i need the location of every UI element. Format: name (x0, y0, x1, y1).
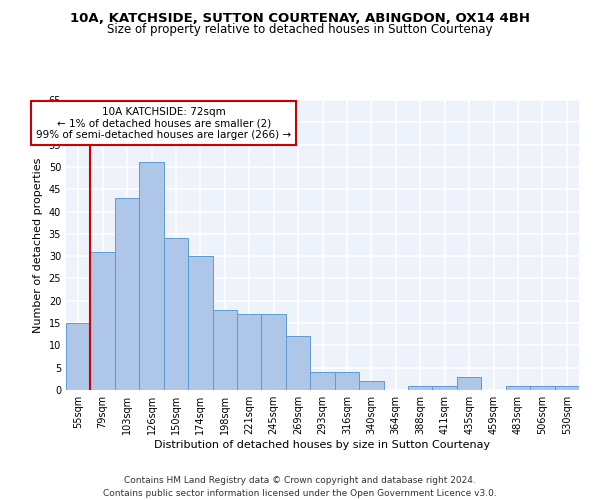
Text: Size of property relative to detached houses in Sutton Courtenay: Size of property relative to detached ho… (107, 22, 493, 36)
Bar (530, 386, 554, 390)
Bar (139, 162, 164, 390)
X-axis label: Distribution of detached houses by size in Sutton Courtenay: Distribution of detached houses by size … (154, 440, 491, 450)
Bar (433, 386, 457, 390)
Bar (262, 314, 286, 390)
Text: 10A, KATCHSIDE, SUTTON COURTENAY, ABINGDON, OX14 4BH: 10A, KATCHSIDE, SUTTON COURTENAY, ABINGD… (70, 12, 530, 26)
Bar (237, 314, 262, 390)
Bar (164, 238, 188, 390)
Bar (506, 386, 530, 390)
Bar (408, 386, 433, 390)
Bar (188, 256, 212, 390)
Bar (457, 376, 481, 390)
Y-axis label: Number of detached properties: Number of detached properties (33, 158, 43, 332)
Text: 10A KATCHSIDE: 72sqm
← 1% of detached houses are smaller (2)
99% of semi-detache: 10A KATCHSIDE: 72sqm ← 1% of detached ho… (36, 106, 291, 140)
Bar (359, 381, 383, 390)
Bar (554, 386, 579, 390)
Bar (310, 372, 335, 390)
Bar (91, 252, 115, 390)
Bar (212, 310, 237, 390)
Bar (286, 336, 310, 390)
Bar (66, 323, 91, 390)
Bar (335, 372, 359, 390)
Bar (115, 198, 139, 390)
Text: Contains HM Land Registry data © Crown copyright and database right 2024.
Contai: Contains HM Land Registry data © Crown c… (103, 476, 497, 498)
